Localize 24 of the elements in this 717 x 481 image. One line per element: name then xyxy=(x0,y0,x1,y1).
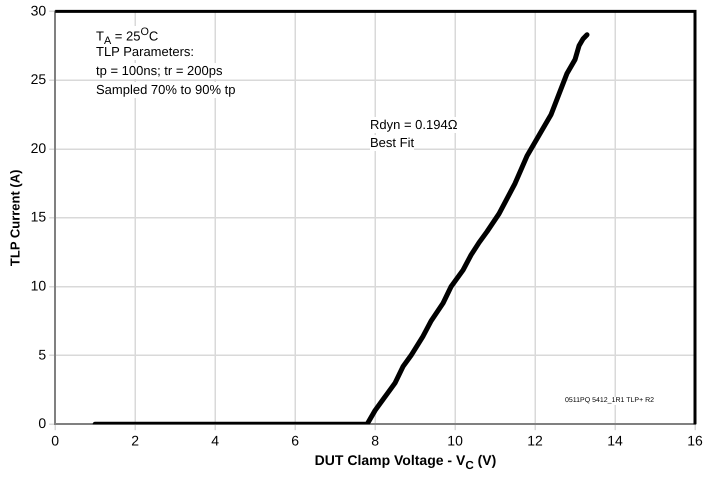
x-axis-title: DUT Clamp Voltage - V$_{C}$ (V) xyxy=(314,452,498,472)
annotation: tp = 100ns; tr = 200ps xyxy=(96,63,222,79)
annotation: Rdyn = 0.194Ω xyxy=(370,117,458,133)
y-tick-label: 20 xyxy=(30,140,46,156)
y-tick-label: 0 xyxy=(38,415,46,432)
x-tick-label: 14 xyxy=(607,432,624,448)
x-tick-label: 10 xyxy=(447,432,464,448)
x-tick-label: 12 xyxy=(527,432,544,448)
y-tick-label: 15 xyxy=(30,208,46,225)
annotation: Best Fit xyxy=(370,135,414,151)
x-tick-label: 6 xyxy=(291,432,300,448)
annotation: Sampled 70% to 90% tp xyxy=(96,82,236,98)
y-tick-label: 30 xyxy=(30,2,46,18)
x-tick-label: 0 xyxy=(51,432,60,448)
x-tick-label: 2 xyxy=(131,432,140,448)
annotation: T$_{A}$ = 25$^{O}$C xyxy=(96,26,158,47)
x-tick-label: 4 xyxy=(211,432,220,448)
y-tick-label: 10 xyxy=(30,277,46,294)
x-tick-label: 16 xyxy=(687,432,703,448)
y-tick-label: 5 xyxy=(38,346,46,362)
y-tick-label: 25 xyxy=(30,71,46,88)
annotation: TLP Parameters: xyxy=(96,44,194,60)
x-tick-label: 8 xyxy=(371,432,380,448)
y-axis-title: TLP Current (A) xyxy=(7,170,22,266)
